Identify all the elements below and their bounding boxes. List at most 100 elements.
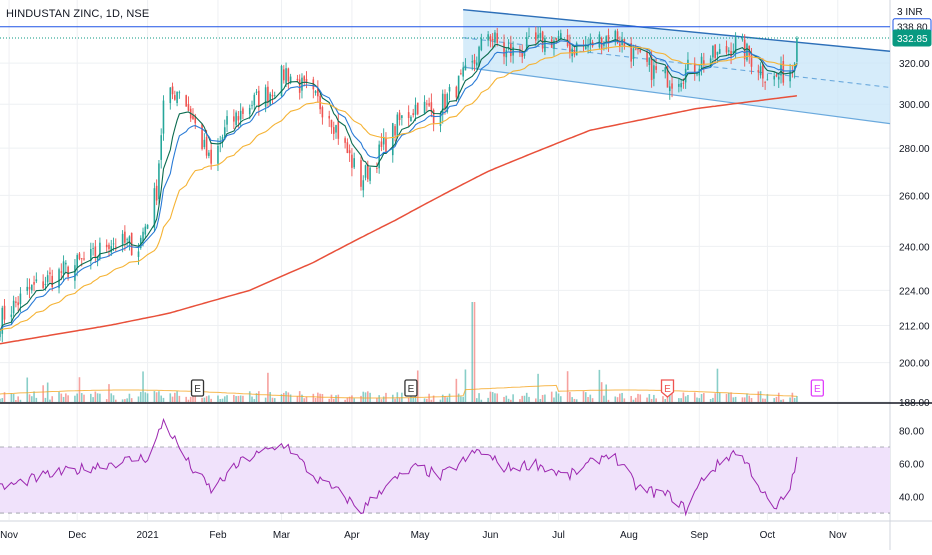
candle-body <box>789 70 791 82</box>
candle <box>426 99 428 112</box>
volume-bar <box>17 396 19 402</box>
candle-body <box>364 165 367 178</box>
volume-bar <box>96 393 99 402</box>
volume-bar <box>682 392 685 402</box>
candle <box>539 26 542 42</box>
candle-body <box>589 38 592 44</box>
volume-bar <box>296 396 299 402</box>
volume-bar <box>26 377 29 402</box>
candle-body <box>94 246 97 258</box>
candle-body <box>678 83 680 87</box>
price-tick-label: 320.00 <box>899 59 930 70</box>
candle <box>693 57 696 81</box>
candle <box>65 260 67 273</box>
volume-bar <box>700 394 703 402</box>
candle-body <box>616 31 619 43</box>
candle-body <box>287 68 290 82</box>
earnings-marker[interactable]: E <box>404 379 418 397</box>
candle-body <box>114 246 117 248</box>
volume-bar <box>217 395 219 402</box>
candle <box>273 91 276 99</box>
earnings-marker[interactable]: E <box>190 379 205 397</box>
candle <box>74 259 76 289</box>
volume-bar <box>714 393 716 402</box>
volume-bar <box>301 394 303 402</box>
candle-body <box>0 330 1 338</box>
candle-body <box>444 94 446 109</box>
candle-body <box>112 243 115 245</box>
volume-bar <box>30 396 33 402</box>
volume-bar <box>414 391 417 402</box>
price-tick-label: 224.00 <box>899 286 930 297</box>
candle-body <box>569 42 571 54</box>
candle-body <box>360 160 362 187</box>
volume-bar <box>521 395 523 402</box>
candle-body <box>555 38 558 41</box>
volume-bar <box>158 391 160 402</box>
candle <box>410 115 412 122</box>
volume-bar <box>512 394 514 402</box>
candle-body <box>412 113 415 116</box>
candle-body <box>407 112 410 119</box>
volume-bar <box>541 394 544 402</box>
candle-body <box>718 49 721 54</box>
earnings-marker[interactable]: E <box>810 379 824 397</box>
rsi-line <box>0 417 798 517</box>
candle <box>764 80 766 90</box>
volume-bar <box>153 391 156 402</box>
candle-body <box>728 50 730 52</box>
volume-bar <box>746 393 748 402</box>
volume-bar <box>90 393 92 402</box>
earnings-marker[interactable]: E <box>660 379 675 398</box>
volume-bar <box>210 398 212 402</box>
candle-body <box>557 36 560 40</box>
candle <box>78 251 81 261</box>
volume-bar <box>777 392 780 402</box>
candle-body <box>385 137 387 154</box>
candle <box>346 138 349 154</box>
volume-bar <box>255 393 258 402</box>
volume-bar <box>130 398 133 402</box>
candle-body <box>321 107 324 118</box>
volume-bar <box>539 398 542 402</box>
candle <box>223 119 226 140</box>
price-tick-label: 200.00 <box>899 359 930 370</box>
volume-bar <box>253 399 256 402</box>
candle-body <box>605 36 607 42</box>
candle <box>287 67 290 89</box>
candle <box>796 36 798 66</box>
candle <box>412 108 415 118</box>
volume-bar <box>137 396 140 402</box>
volume-bar <box>464 369 467 402</box>
candle <box>394 123 396 142</box>
volume-bar <box>155 392 158 402</box>
candle <box>678 79 680 93</box>
candle <box>473 53 476 72</box>
candle-body <box>3 305 6 320</box>
volume-bar <box>189 396 192 402</box>
volume-bar <box>74 395 76 402</box>
volume-bar <box>571 397 573 402</box>
candle <box>30 284 33 294</box>
volume-bar <box>687 394 689 402</box>
candle-body <box>734 36 737 53</box>
volume-bar <box>382 396 385 402</box>
candle <box>332 121 335 141</box>
volume-bar <box>759 391 762 402</box>
candle-body <box>473 59 476 64</box>
candle-body <box>203 139 206 148</box>
candle <box>505 47 508 66</box>
candle-body <box>33 282 35 285</box>
candle-body <box>158 163 160 199</box>
candle <box>344 136 346 149</box>
volume-bar <box>362 391 365 402</box>
candle-body <box>553 40 555 49</box>
candle-body <box>496 33 499 43</box>
candle-body <box>105 244 108 248</box>
volume-bar <box>239 395 242 402</box>
volume-bar <box>544 394 546 402</box>
candle <box>351 148 353 177</box>
candle <box>684 64 687 89</box>
volume-bar <box>780 399 782 402</box>
